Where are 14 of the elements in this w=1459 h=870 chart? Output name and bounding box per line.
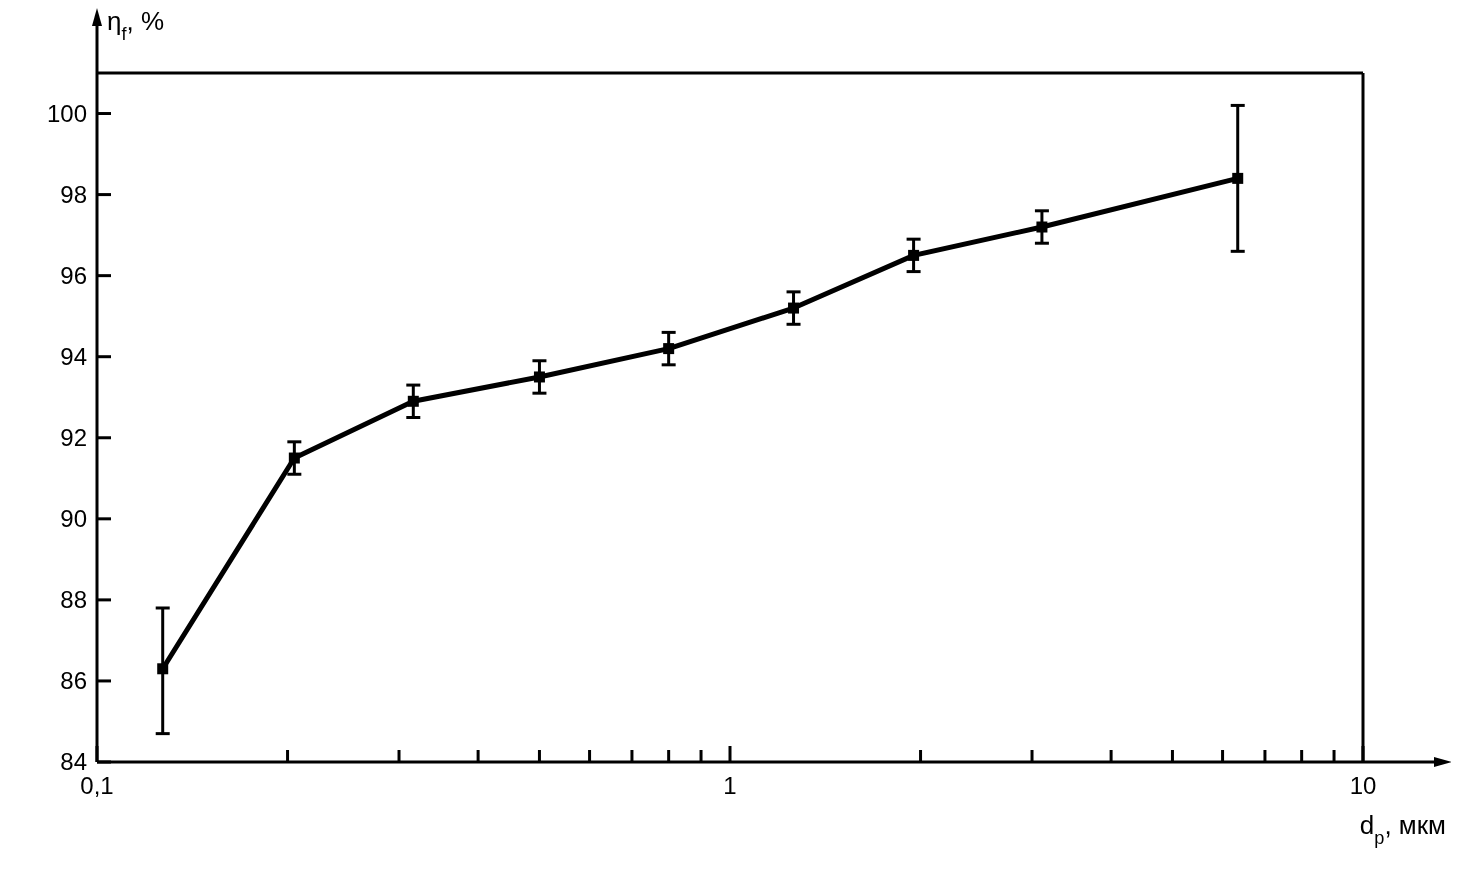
y-tick-label: 90	[60, 504, 87, 532]
y-tick-label: 96	[60, 261, 87, 289]
y-tick-label: 100	[46, 99, 87, 127]
y-tick-label: 88	[60, 585, 87, 613]
y-tick-label: 94	[60, 342, 87, 370]
y-tick-label: 92	[60, 423, 87, 451]
x-tick-label: 1	[723, 772, 737, 799]
x-tick-label: 10	[1349, 772, 1377, 799]
x-axis-title: d$_{p}$, мкм	[1359, 810, 1446, 848]
y-tick-label: 86	[60, 666, 87, 694]
y-tick-label: 98	[60, 180, 87, 208]
x-tick-label: 0,1	[80, 772, 114, 799]
y-axis-title: η$_{f}$, %	[107, 6, 165, 44]
y-tick-label: 84	[60, 748, 87, 775]
